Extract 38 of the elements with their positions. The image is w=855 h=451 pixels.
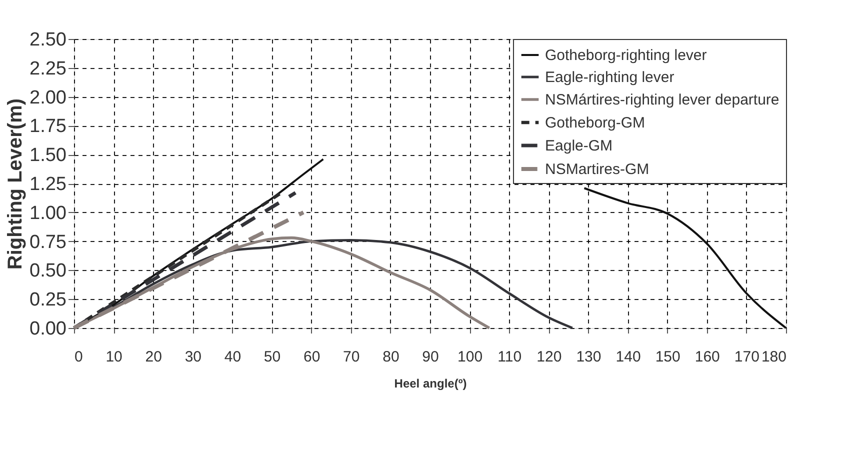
legend-label: Eagle-GM: [545, 138, 613, 154]
legend-label: Gotheborg-GM: [545, 114, 646, 132]
y-tick-label: 2.00: [30, 87, 66, 108]
y-tick-label: 1.25: [30, 174, 66, 195]
x-tick-label: 20: [145, 348, 162, 366]
x-tick-label: 140: [616, 348, 641, 366]
y-tick-label: 0.00: [30, 318, 66, 340]
y-tick-label: 1.00: [30, 202, 66, 224]
x-tick-label: 150: [655, 348, 680, 366]
x-axis-title: Heel angle(º): [394, 376, 467, 390]
x-tick-label: 90: [422, 348, 439, 366]
y-tick-label: 2.25: [30, 58, 66, 80]
x-tick-label: 130: [576, 348, 602, 366]
legend-label: Gotheborg-righting lever: [545, 47, 707, 64]
x-tick-label: 10: [106, 348, 122, 366]
y-axis-title: Righting Lever(m): [4, 98, 27, 270]
x-tick-label: 100: [458, 348, 483, 366]
x-tick-label: 170: [734, 348, 760, 366]
x-tick-label: 60: [303, 348, 320, 366]
y-tick-label: 1.50: [30, 145, 66, 166]
y-tick-label: 0.25: [30, 290, 66, 311]
y-tick-label: 0.50: [30, 260, 66, 282]
x-tick-label: 160: [694, 348, 720, 366]
x-tick-label: 30: [184, 348, 202, 366]
x-tick-label: 50: [264, 348, 281, 366]
x-tick-label: 180: [761, 348, 786, 366]
x-tick-label: 0: [74, 348, 83, 366]
x-tick-label: 40: [224, 348, 242, 366]
y-tick-label: 0.75: [30, 232, 66, 253]
x-tick-label: 110: [498, 348, 522, 366]
x-tick-label: 120: [536, 348, 562, 366]
legend-label: NSMártires-righting lever departure: [545, 92, 780, 108]
y-tick-label: 1.75: [30, 116, 66, 138]
x-tick-label: 70: [343, 348, 360, 366]
legend-label: Eagle-righting lever: [545, 69, 674, 86]
x-tick-label: 80: [382, 348, 400, 366]
y-tick-label: 2.50: [30, 30, 66, 50]
legend-label: NSMartires-GM: [545, 161, 650, 178]
